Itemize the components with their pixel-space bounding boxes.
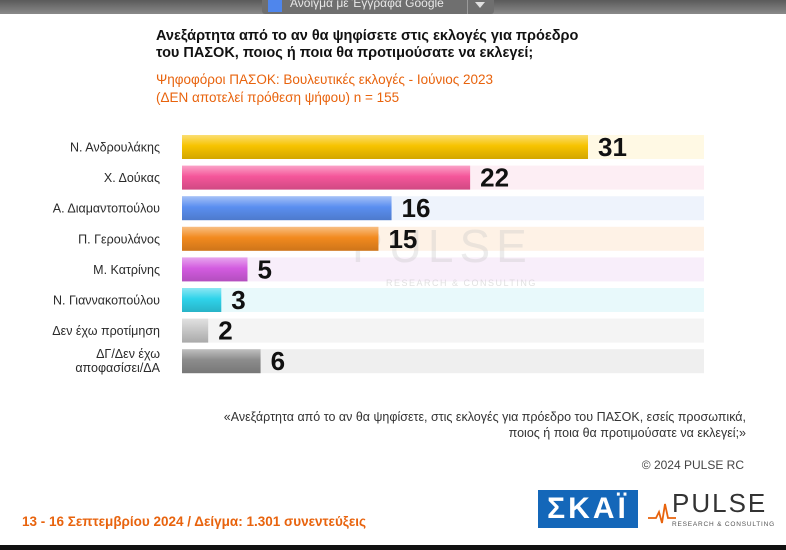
chart-title: Ανεξάρτητα από το αν θα ψηφίσετε στις εκ…	[156, 28, 626, 62]
value-label: 5	[257, 254, 271, 284]
bar	[182, 196, 392, 221]
footer-rule	[0, 545, 786, 550]
google-docs-icon	[268, 0, 282, 12]
category-labels: Ν. Ανδρουλάκης Χ. Δούκας Α. Διαμαντοπούλου…	[52, 141, 160, 376]
bar-chart: PULSE RESEARCH & CONSULTING Ν. Ανδρουλάκ…	[52, 132, 704, 376]
value-label: 2	[218, 316, 232, 346]
skai-logo: ΣΚΑΪ	[538, 490, 638, 528]
watermark-name: PULSE	[352, 220, 533, 272]
category-label: Ν. Ανδρουλάκης	[70, 141, 160, 155]
value-label: 3	[231, 285, 245, 315]
value-label: 22	[480, 163, 509, 193]
value-label: 6	[271, 346, 285, 376]
bar-track	[182, 318, 704, 343]
bar	[182, 318, 209, 343]
watermark-tagline: RESEARCH & CONSULTING	[386, 278, 537, 288]
pulse-logo-name: PULSE	[672, 488, 768, 518]
open-with-label: Άνοιγμα με Έγγραφα Google	[290, 0, 444, 10]
bar	[182, 288, 222, 312]
category-label: Α. Διαμαντοπούλου	[53, 202, 160, 216]
bar-track	[182, 257, 704, 282]
pulse-logo-tagline: RESEARCH & CONSULTING	[672, 521, 775, 528]
bar	[182, 165, 471, 190]
watermark: PULSE RESEARCH & CONSULTING	[352, 220, 537, 288]
bar	[182, 349, 261, 374]
open-with-google-docs-button[interactable]: Άνοιγμα με Έγγραφα Google	[262, 0, 494, 14]
chart-title-line-2: του ΠΑΣΟΚ, ποιος ή ποια θα προτιμούσατε …	[156, 45, 534, 61]
pulse-wave-icon	[648, 503, 676, 524]
bar-track	[182, 288, 704, 312]
chevron-down-icon[interactable]	[475, 2, 485, 8]
bar	[182, 257, 248, 282]
bar-track	[182, 349, 704, 374]
chart-subtitle-line-2: (ΔΕΝ αποτελεί πρόθεση ψήφου) n = 155	[156, 90, 400, 105]
chart-subtitle-line-1: Ψηφοφόροι ΠΑΣΟΚ: Βουλευτικές εκλογές - Ι…	[156, 72, 494, 87]
category-label: Δεν έχω προτίμηση	[52, 324, 160, 338]
value-label: 16	[402, 193, 431, 223]
category-label: Μ. Κατρίνης	[93, 263, 160, 277]
value-label: 31	[598, 132, 627, 162]
category-label: Χ. Δούκας	[104, 171, 160, 185]
bar	[182, 226, 379, 251]
category-label: Ν. Γιαννακοπούλου	[53, 294, 160, 308]
button-divider	[467, 0, 468, 14]
copyright: © 2024 PULSE RC	[641, 458, 744, 472]
value-label: 15	[388, 224, 417, 254]
pulse-logo: PULSE RESEARCH & CONSULTING	[648, 488, 774, 532]
bar	[182, 135, 588, 159]
category-label: Π. Γερουλάνος	[78, 232, 160, 246]
question-wording-line-1: «Ανεξάρτητα από το αν θα ψηφίσετε, στις …	[223, 410, 746, 424]
category-label: ΔΓ/Δεν έχω αποφασίσει/ΔΑ	[75, 347, 160, 375]
bars	[182, 135, 588, 374]
question-wording-line-2: ποιος ή ποια θα προτιμούσατε να εκλεγεί;…	[508, 426, 746, 440]
chart-title-line-1: Ανεξάρτητα από το αν θα ψηφίσετε στις εκ…	[156, 28, 579, 44]
question-wording: «Ανεξάρτητα από το αν θα ψηφίσετε, στις …	[146, 409, 746, 441]
fieldwork-info: 13 - 16 Σεπτεμβρίου 2024 / Δείγμα: 1.301…	[22, 514, 366, 529]
